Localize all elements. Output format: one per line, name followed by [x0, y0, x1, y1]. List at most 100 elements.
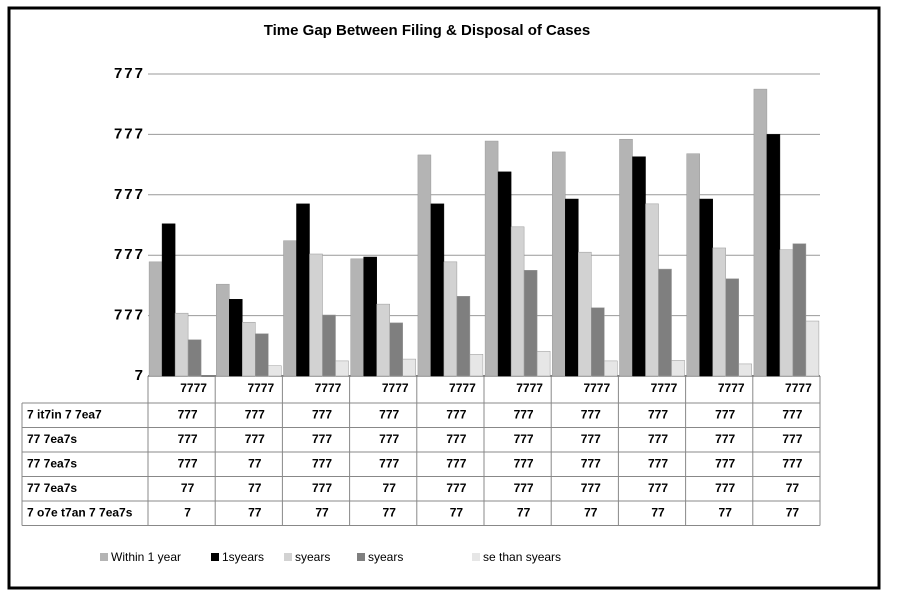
chart-title: Time Gap Between Filing & Disposal of Ca… [264, 22, 590, 39]
table-cell: 777 [245, 432, 265, 446]
x-tick-label: 7777 [382, 381, 409, 395]
x-tick-label: 7777 [516, 381, 543, 395]
bar [699, 198, 713, 377]
bar [216, 283, 230, 377]
bar [658, 268, 672, 377]
table-row-label: 7 o7e t7an 7 7ea7s [27, 505, 133, 519]
bar [255, 333, 269, 377]
bar [187, 339, 202, 377]
bar [619, 138, 633, 377]
table-cell: 777 [715, 407, 735, 421]
table-cell: 777 [312, 407, 332, 421]
table-cell: 777 [446, 456, 466, 470]
bar [148, 261, 163, 377]
table-cell: 77 [786, 505, 800, 519]
table-cell: 777 [178, 432, 198, 446]
bar [805, 320, 820, 377]
bar [738, 363, 752, 377]
table-cell: 777 [648, 407, 668, 421]
legend-swatch [211, 553, 219, 561]
bar [443, 261, 458, 377]
legend-label: syears [295, 550, 330, 564]
bar [456, 296, 471, 377]
table-row-label: 77 7ea7s [27, 481, 77, 495]
bar [565, 198, 579, 377]
table-cell: 77 [248, 481, 262, 495]
table-cell: 7 [184, 505, 191, 519]
table-row-label: 77 7ea7s [27, 456, 77, 470]
table-cell: 777 [715, 481, 735, 495]
table-cell: 777 [715, 432, 735, 446]
legend-swatch [357, 553, 365, 561]
table-cell: 777 [514, 407, 534, 421]
table-cell: 777 [379, 407, 399, 421]
bar [578, 251, 592, 377]
table-cell: 777 [581, 481, 601, 495]
bar [497, 171, 512, 377]
legend-swatch [100, 553, 108, 561]
table-cell: 777 [715, 456, 735, 470]
table-cell: 777 [648, 432, 668, 446]
table-cell: 777 [514, 456, 534, 470]
bar [792, 243, 807, 377]
bar [389, 322, 403, 377]
table-cell: 777 [379, 432, 399, 446]
table-cell: 777 [782, 456, 802, 470]
bar [296, 203, 310, 377]
bar [645, 203, 659, 377]
legend-swatch [472, 553, 480, 561]
y-tick-label: 777 [114, 246, 145, 263]
table-cell: 777 [245, 407, 265, 421]
x-tick-label: 7777 [651, 381, 678, 395]
bar [523, 270, 538, 377]
bar [350, 258, 364, 377]
y-tick-label: 777 [114, 65, 145, 82]
table-cell: 777 [312, 456, 332, 470]
x-tick-label: 7777 [247, 381, 274, 395]
bar [591, 307, 605, 377]
table-cell: 77 [383, 481, 397, 495]
table-cell: 777 [782, 407, 802, 421]
bar [779, 249, 794, 377]
bar [552, 151, 566, 377]
bar [686, 153, 700, 377]
table-row-label: 7 it7in 7 7ea7 [27, 407, 102, 421]
bar [309, 253, 323, 377]
table-cell: 77 [786, 481, 800, 495]
legend-label: se than syears [483, 550, 561, 564]
bar [510, 226, 525, 377]
table-cell: 777 [648, 481, 668, 495]
frame [7, 6, 881, 590]
table-cell: 777 [178, 456, 198, 470]
bar [753, 88, 768, 377]
table-cell: 777 [446, 481, 466, 495]
table-cell: 77 [248, 505, 262, 519]
y-tick-label: 7 [135, 367, 145, 384]
table-cell: 777 [581, 432, 601, 446]
y-tick-label: 777 [114, 307, 145, 324]
bar [174, 312, 189, 377]
bar [417, 154, 432, 377]
table-cell: 777 [648, 456, 668, 470]
bar [161, 223, 176, 377]
bar [268, 365, 282, 377]
bar [604, 360, 618, 377]
bar [469, 354, 484, 377]
legend-label: 1syears [222, 550, 264, 564]
table-cell: 777 [446, 407, 466, 421]
table-cell: 777 [581, 456, 601, 470]
table-cell: 777 [312, 432, 332, 446]
legend-label: syears [368, 550, 403, 564]
bar [536, 350, 551, 377]
bar [229, 299, 243, 377]
table-cell: 777 [581, 407, 601, 421]
table-row-label: 77 7ea7s [27, 432, 77, 446]
table-cell: 77 [584, 505, 598, 519]
bar [725, 278, 739, 377]
x-tick-label: 7777 [583, 381, 610, 395]
bar [632, 156, 646, 377]
table-cell: 777 [514, 432, 534, 446]
bar [363, 256, 377, 377]
y-tick-label: 777 [114, 125, 145, 142]
